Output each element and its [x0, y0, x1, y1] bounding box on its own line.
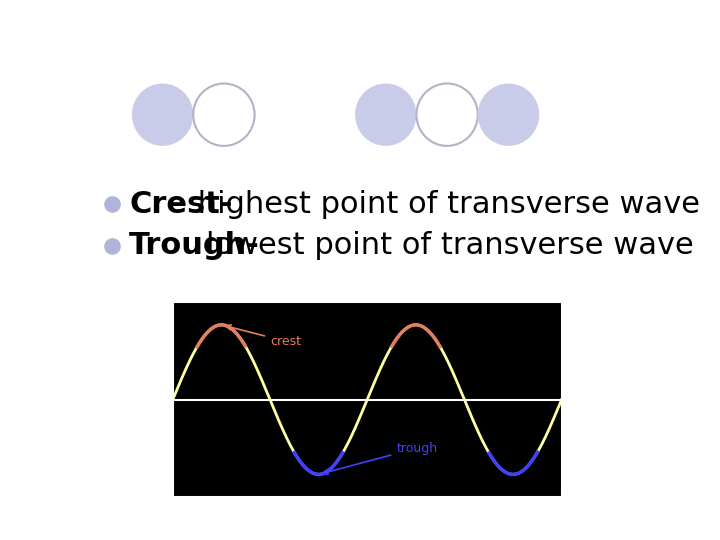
Point [107, 200, 118, 208]
Ellipse shape [132, 84, 193, 146]
Text: Crest-: Crest- [129, 190, 233, 219]
Text: Trough-: Trough- [129, 231, 260, 260]
Text: trough: trough [323, 442, 438, 474]
Point [107, 241, 118, 250]
Text: lowest point of transverse wave: lowest point of transverse wave [206, 231, 694, 260]
Text: crest: crest [226, 325, 301, 348]
Text: highest point of transverse wave: highest point of transverse wave [188, 190, 700, 219]
Ellipse shape [478, 84, 539, 146]
Ellipse shape [355, 84, 416, 146]
